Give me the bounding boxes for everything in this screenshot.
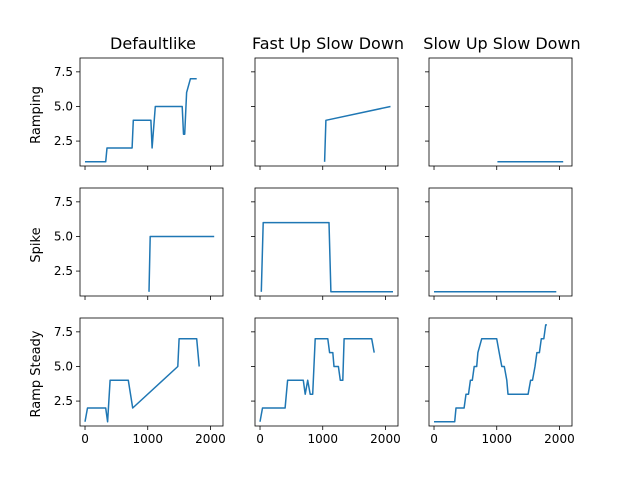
row-label-3: Ramp Steady xyxy=(29,330,44,417)
panel-frame-r3-c3 xyxy=(428,317,573,427)
ytick-label-r3-3: 7.5 xyxy=(54,325,73,339)
panel-frame-r1-c2 xyxy=(254,57,399,167)
series-line-r2-c1 xyxy=(148,235,215,292)
col-title-3: Slow Up Slow Down xyxy=(423,34,580,53)
row-label-2: Spike xyxy=(29,227,44,262)
panel-frame-r1-c1 xyxy=(79,57,224,167)
xtick-label-c2-3: 2000 xyxy=(370,432,401,446)
ytick-label-r1-2: 5.0 xyxy=(54,99,73,113)
ytick-label-r2-3: 7.5 xyxy=(54,195,73,209)
xtick-label-c3-2: 1000 xyxy=(481,432,512,446)
series-line-r3-c3 xyxy=(434,324,547,423)
xtick-label-c1-2: 1000 xyxy=(132,432,163,446)
xtick-label-c1-1: 0 xyxy=(81,432,89,446)
col-title-2: Fast Up Slow Down xyxy=(252,34,404,53)
panel-frame-r2-c2 xyxy=(254,187,399,297)
ytick-label-r3-2: 5.0 xyxy=(54,359,73,373)
series-line-r1-c2 xyxy=(323,105,391,162)
xtick-label-c2-2: 1000 xyxy=(307,432,338,446)
xtick-label-c2-1: 0 xyxy=(256,432,264,446)
ytick-label-r2-2: 5.0 xyxy=(54,229,73,243)
panel-frame-r3-c2 xyxy=(254,317,399,427)
panel-frame-r3-c1 xyxy=(79,317,224,427)
xtick-label-c3-3: 2000 xyxy=(544,432,575,446)
xtick-label-c3-1: 0 xyxy=(430,432,438,446)
panels-group: 2.5 5.0 7.5 2.5 5.0 7.5 2.5 5.0 7.5 0 1000 2000 0 100… xyxy=(54,57,575,446)
series-line-r3-c2 xyxy=(259,338,375,422)
series-line-r2-c2 xyxy=(260,221,393,293)
ytick-label-r3-1: 2.5 xyxy=(54,394,73,408)
panel-frame-r2-c3 xyxy=(428,187,573,297)
panel-frame-r1-c3 xyxy=(428,57,573,167)
row-label-1: Ramping xyxy=(29,86,44,144)
ytick-label-r2-1: 2.5 xyxy=(54,264,73,278)
xtick-label-c1-3: 2000 xyxy=(195,432,226,446)
col-title-1: Defaultlike xyxy=(110,34,196,53)
ytick-label-r1-1: 2.5 xyxy=(54,134,73,148)
panel-frame-r2-c1 xyxy=(79,187,224,297)
series-line-r1-c1 xyxy=(85,78,197,163)
series-line-r3-c1 xyxy=(84,338,200,423)
ytick-label-r1-3: 7.5 xyxy=(54,65,73,79)
